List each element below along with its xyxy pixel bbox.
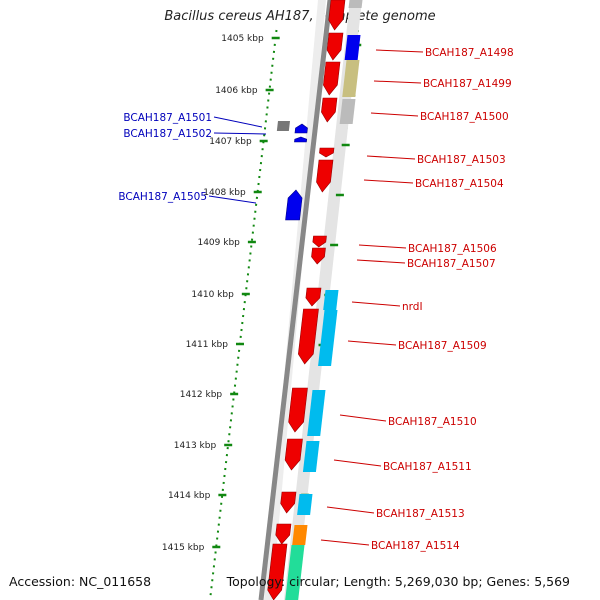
gene-leader-line bbox=[351, 301, 401, 307]
genome-backbone bbox=[258, 0, 333, 600]
gene-leader-line bbox=[373, 80, 422, 84]
cds-arrow-a1498b bbox=[326, 32, 344, 61]
gene-leader-line bbox=[366, 155, 416, 160]
cds-arrow-a1514 bbox=[275, 523, 292, 545]
feature-bar-gray bbox=[339, 99, 356, 124]
gene-label-bcah187_a1505: BCAH187_A1505 bbox=[118, 191, 207, 203]
feature-bar-cyan-a1513 bbox=[297, 494, 313, 515]
cds-arrow-a1498 bbox=[328, 0, 346, 31]
ruler-tick-label: 1411 kbp bbox=[186, 340, 229, 350]
cds-arrow-a1514b bbox=[267, 543, 288, 600]
ruler-line bbox=[209, 29, 278, 600]
cds-arrow-nrdi bbox=[305, 287, 322, 307]
cds-arrow-a1499 bbox=[323, 61, 341, 96]
feature-bar-khaki bbox=[342, 60, 360, 97]
reverse-track-band bbox=[284, 0, 362, 600]
gene-label-bcah187_a1511: BCAH187_A1511 bbox=[383, 461, 472, 473]
cds-a1501-gray bbox=[276, 121, 290, 131]
gene-label-bcah187_a1506: BCAH187_A1506 bbox=[408, 243, 497, 255]
feature-bar-green bbox=[285, 545, 305, 600]
ruler-tick-label: 1412 kbp bbox=[180, 390, 223, 400]
gene-leader-line bbox=[356, 259, 406, 264]
feature-bar-cyan-nrdi bbox=[323, 290, 339, 310]
feature-bar-blue bbox=[344, 35, 361, 60]
ruler-tick-label: 1413 kbp bbox=[174, 441, 217, 451]
gene-leader-line bbox=[213, 132, 267, 135]
gene-leader-line bbox=[363, 179, 414, 184]
gene-label-bcah187_a1513: BCAH187_A1513 bbox=[376, 508, 465, 520]
gene-leader-line bbox=[339, 414, 387, 422]
gene-label-bcah187_a1514: BCAH187_A1514 bbox=[371, 540, 460, 552]
ruler-tick-label: 1405 kbp bbox=[221, 34, 264, 44]
accession-label: Accession: NC_011658 bbox=[9, 574, 152, 589]
gene-leader-line bbox=[208, 195, 257, 204]
genome-summary: Topology: circular; Length: 5,269,030 bp… bbox=[226, 574, 570, 589]
gene-label-bcah187_a1507: BCAH187_A1507 bbox=[407, 258, 496, 270]
gene-label-bcah187_a1499: BCAH187_A1499 bbox=[423, 78, 512, 90]
ruler-tick-label: 1410 kbp bbox=[191, 290, 234, 300]
feature-bar-orange bbox=[292, 525, 308, 545]
cds-arrow-a1501 bbox=[294, 123, 308, 134]
feature-bar-cyan-a1511 bbox=[302, 441, 320, 472]
map-title: Bacillus cereus AH187, complete genome bbox=[164, 9, 436, 24]
cds-arrow-a1502 bbox=[294, 136, 308, 143]
feature-bar-cyan-a1510 bbox=[307, 390, 326, 436]
cds-arrow-a1507 bbox=[311, 247, 326, 265]
gene-leader-line bbox=[375, 49, 424, 53]
gene-label-bcah187_a1501: BCAH187_A1501 bbox=[123, 112, 212, 124]
ruler-tick-label: 1409 kbp bbox=[197, 238, 240, 248]
gene-label-bcah187_a1503: BCAH187_A1503 bbox=[417, 154, 506, 166]
cds-arrow-a1504 bbox=[316, 159, 334, 193]
cds-arrow-a1513 bbox=[280, 491, 297, 514]
feature-bar-gray-top bbox=[348, 0, 363, 8]
gene-label-bcah187_a1498: BCAH187_A1498 bbox=[425, 47, 514, 59]
gene-leader-line bbox=[358, 244, 407, 249]
gene-label-bcah187_a1510: BCAH187_A1510 bbox=[388, 416, 477, 428]
gene-label-bcah187_a1500: BCAH187_A1500 bbox=[420, 111, 509, 123]
ruler-tick-label: 1406 kbp bbox=[215, 86, 258, 96]
gene-leader-line bbox=[213, 116, 263, 128]
ruler-tick-label: 1408 kbp bbox=[203, 188, 246, 198]
cds-arrow-a1500 bbox=[321, 97, 338, 123]
cds-arrow-a1505 bbox=[285, 189, 303, 221]
gene-leader-line bbox=[320, 539, 370, 546]
ruler-tick-label: 1415 kbp bbox=[162, 543, 205, 553]
gene-label-bcah187_a1504: BCAH187_A1504 bbox=[415, 178, 504, 190]
cds-arrow-a1510 bbox=[288, 387, 308, 433]
gene-label-nrdi: nrdI bbox=[402, 301, 423, 313]
gene-leader-line bbox=[370, 112, 419, 117]
cds-arrow-a1509 bbox=[298, 308, 319, 365]
gene-leader-line bbox=[326, 506, 375, 514]
gene-label-bcah187_a1509: BCAH187_A1509 bbox=[398, 340, 487, 352]
gene-label-bcah187_a1502: BCAH187_A1502 bbox=[123, 128, 212, 140]
cds-arrow-a1503 bbox=[319, 147, 335, 158]
feature-bar-cyan-a1509 bbox=[318, 310, 338, 366]
cds-arrow-a1506 bbox=[312, 235, 327, 248]
gene-leader-line bbox=[333, 459, 382, 467]
gene-leader-line bbox=[347, 340, 397, 346]
ruler-tick-label: 1414 kbp bbox=[168, 491, 211, 501]
cds-arrow-a1511 bbox=[284, 438, 303, 471]
ruler-tick-label: 1407 kbp bbox=[209, 137, 252, 147]
